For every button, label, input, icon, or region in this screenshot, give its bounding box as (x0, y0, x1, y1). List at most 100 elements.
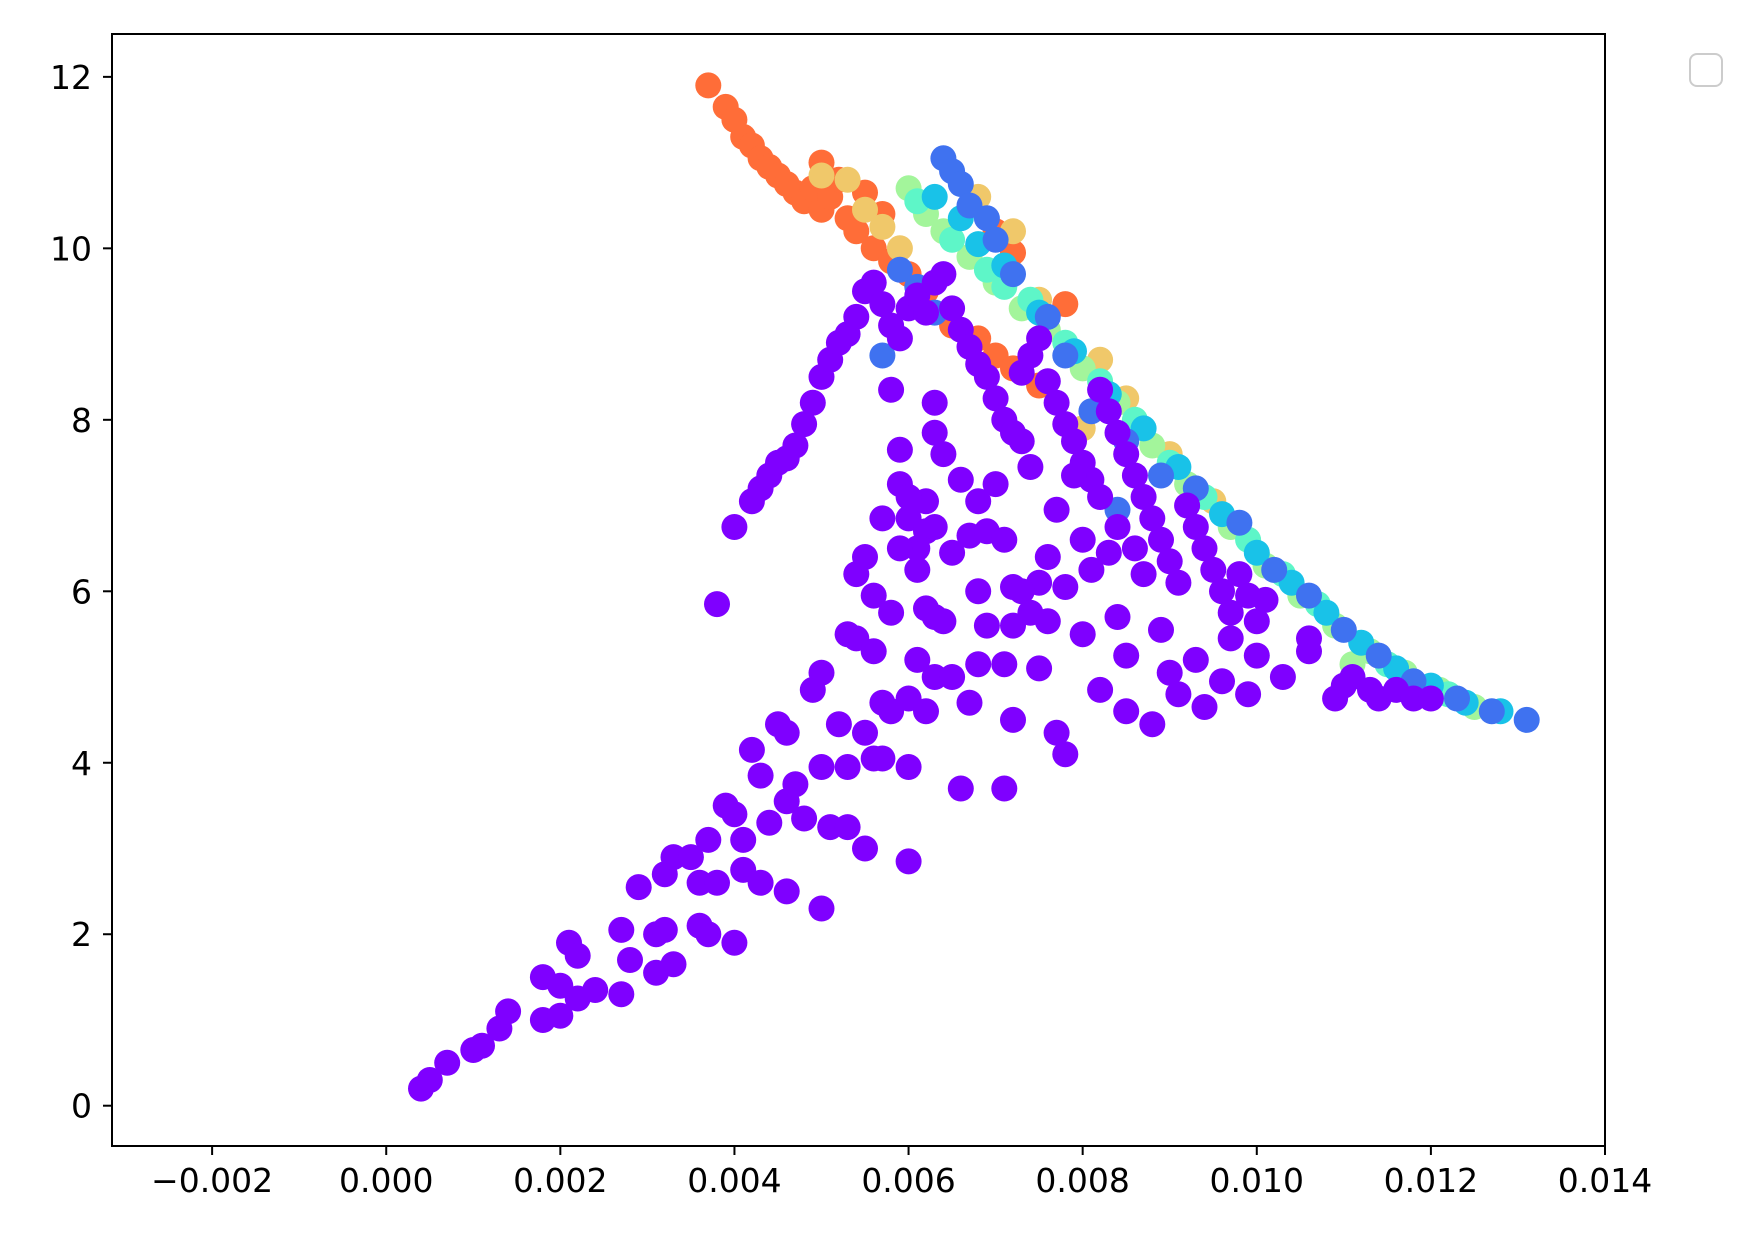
data-point (721, 801, 748, 828)
data-point (1087, 676, 1114, 703)
data-point (1087, 484, 1114, 510)
data-point (738, 736, 765, 763)
data-point (921, 183, 948, 210)
data-point (808, 895, 835, 922)
data-point (1235, 582, 1262, 609)
data-point (1261, 556, 1288, 583)
data-point (617, 947, 643, 973)
data-point (956, 689, 983, 716)
data-point (782, 771, 809, 798)
plot-frame (111, 33, 1606, 1147)
data-point (947, 171, 974, 197)
data-point (547, 1002, 574, 1029)
data-point (608, 916, 635, 943)
data-point (1148, 526, 1174, 553)
data-point (1052, 342, 1079, 369)
data-point (564, 942, 591, 969)
data-point (1478, 698, 1505, 725)
data-point (1243, 608, 1270, 635)
data-point (1061, 462, 1087, 489)
data-point (1139, 711, 1166, 738)
data-point (1043, 719, 1070, 746)
data-point (1209, 578, 1235, 605)
data-point (991, 526, 1018, 553)
x-tick-label: 0.012 (1384, 1161, 1478, 1200)
data-point (1217, 599, 1244, 626)
data-point (773, 719, 800, 746)
data-point (1000, 261, 1026, 288)
data-point (1078, 556, 1105, 583)
data-point (947, 775, 974, 802)
x-tick-label: 0.014 (1558, 1161, 1652, 1200)
data-point (1200, 556, 1227, 583)
data-point (582, 977, 609, 1003)
data-point (747, 762, 774, 789)
data-point (1148, 462, 1174, 489)
data-point (852, 835, 878, 862)
data-point (799, 389, 826, 416)
data-point (1061, 428, 1087, 455)
data-point (730, 826, 757, 853)
data-point (982, 226, 1009, 253)
data-point (1139, 505, 1166, 532)
data-point (1008, 578, 1035, 605)
data-point (886, 325, 913, 352)
data-point (704, 869, 730, 896)
x-tick-label: 0.000 (339, 1161, 433, 1200)
data-point (930, 441, 957, 468)
data-point (860, 582, 887, 609)
data-point (695, 921, 722, 948)
data-point (660, 951, 687, 978)
legend-box (1689, 53, 1723, 87)
data-point (1156, 659, 1183, 686)
data-point (1182, 646, 1209, 673)
data-point (973, 363, 1000, 390)
data-point (834, 754, 861, 780)
data-point (886, 256, 913, 283)
data-point (1156, 548, 1183, 575)
y-tick-label: 0 (71, 1087, 92, 1126)
data-point (791, 805, 818, 832)
data-point (695, 826, 722, 853)
data-point (913, 698, 939, 725)
data-point (1130, 561, 1157, 588)
data-point (1121, 462, 1148, 489)
data-point (1113, 642, 1140, 669)
data-point (947, 466, 974, 493)
data-point (843, 303, 870, 330)
data-point (852, 196, 878, 223)
data-point (913, 299, 939, 326)
data-point (677, 844, 704, 871)
data-point (991, 651, 1018, 678)
data-point (1052, 574, 1079, 600)
data-point (991, 775, 1018, 802)
data-point (1034, 303, 1061, 330)
data-point (852, 544, 878, 570)
data-point (930, 608, 957, 635)
data-point (843, 218, 870, 245)
data-point (1165, 681, 1192, 708)
data-point (834, 814, 861, 841)
data-point (1043, 389, 1070, 416)
data-point (1052, 741, 1079, 768)
data-point (1191, 694, 1218, 720)
data-point (1095, 398, 1122, 425)
data-point (1182, 514, 1209, 540)
data-point (1330, 616, 1357, 643)
data-point (1043, 496, 1070, 523)
data-point (1226, 509, 1253, 536)
y-tick-label: 6 (71, 572, 92, 611)
data-point (695, 72, 722, 99)
data-point (1113, 441, 1140, 468)
data-point (1235, 681, 1262, 708)
data-point (1296, 582, 1322, 609)
data-point (939, 295, 966, 322)
data-point (1121, 535, 1148, 562)
y-tick-label: 12 (50, 58, 92, 97)
data-point (869, 745, 896, 772)
data-point (721, 514, 748, 540)
data-point (860, 638, 887, 665)
data-point (886, 235, 913, 262)
data-point (808, 754, 835, 780)
